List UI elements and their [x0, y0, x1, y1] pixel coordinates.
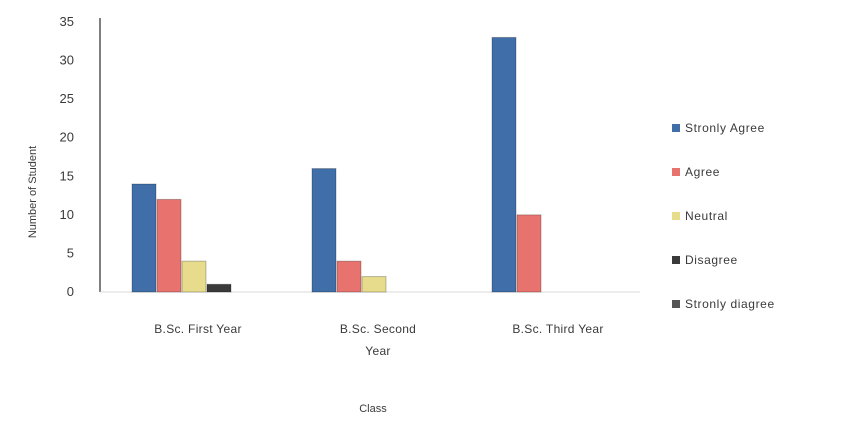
legend-label: Stronly Agree — [685, 121, 765, 135]
legend-swatch — [672, 300, 680, 308]
legend-label: Neutral — [685, 209, 728, 223]
legend-swatch — [672, 168, 680, 176]
y-tick-label: 25 — [60, 91, 74, 106]
bar — [361, 276, 387, 293]
y-tick-label: 5 — [67, 245, 74, 260]
legend-label: Stronly diagree — [685, 297, 775, 311]
bar — [491, 36, 517, 293]
x-axis-label: Class — [359, 403, 387, 415]
legend-swatch — [672, 124, 680, 132]
y-tick-label: 0 — [67, 284, 74, 299]
legend: Stronly Agree Agree Neutral Disagree Stronly… — [672, 121, 775, 311]
y-axis-label: Number of Student — [27, 146, 39, 238]
bar — [181, 260, 207, 293]
x-category-label: B.Sc. Third Year — [512, 322, 603, 336]
bar — [206, 283, 232, 293]
y-tick-label: 15 — [60, 168, 74, 183]
bar — [336, 260, 362, 293]
x-category-label: B.Sc. Second — [340, 322, 416, 336]
x-categories: B.Sc. First Year B.Sc. Second Year B.Sc. Th… — [154, 322, 603, 358]
y-ticks: 0 5 10 15 20 25 30 35 — [60, 14, 74, 299]
x-category-label: Year — [365, 344, 390, 358]
y-tick-label: 30 — [60, 53, 74, 68]
bar — [516, 214, 542, 293]
legend-label: Agree — [685, 165, 720, 179]
legend-swatch — [672, 212, 680, 220]
legend-swatch — [672, 256, 680, 264]
bar — [156, 198, 182, 293]
y-tick-label: 10 — [60, 207, 74, 222]
bar — [311, 168, 337, 293]
y-tick-label: 35 — [60, 14, 74, 29]
x-category-label: B.Sc. First Year — [154, 322, 242, 336]
bar — [131, 183, 157, 293]
y-tick-label: 20 — [60, 130, 74, 145]
bars — [131, 36, 542, 293]
legend-label: Disagree — [685, 253, 738, 267]
